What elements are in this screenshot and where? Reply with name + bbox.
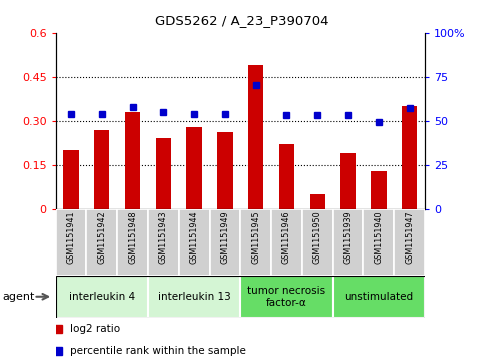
Bar: [156, 138, 171, 209]
Bar: [371, 171, 386, 209]
Bar: [394, 209, 425, 276]
Text: GSM1151939: GSM1151939: [343, 211, 353, 264]
Bar: [279, 144, 294, 209]
Bar: [240, 276, 333, 318]
Text: GSM1151940: GSM1151940: [374, 211, 384, 264]
Text: GSM1151941: GSM1151941: [67, 211, 75, 264]
Text: GSM1151950: GSM1151950: [313, 211, 322, 264]
Bar: [56, 276, 148, 318]
Bar: [56, 209, 86, 276]
Text: GSM1151943: GSM1151943: [159, 211, 168, 264]
Text: interleukin 4: interleukin 4: [69, 292, 135, 302]
Text: percentile rank within the sample: percentile rank within the sample: [70, 346, 246, 356]
Text: GSM1151944: GSM1151944: [190, 211, 199, 264]
Bar: [148, 209, 179, 276]
Bar: [271, 209, 302, 276]
Bar: [63, 150, 79, 209]
Bar: [210, 209, 240, 276]
Bar: [217, 132, 233, 209]
Text: GDS5262 / A_23_P390704: GDS5262 / A_23_P390704: [155, 15, 328, 28]
Bar: [333, 209, 364, 276]
Bar: [248, 65, 263, 209]
Bar: [125, 112, 140, 209]
Text: GSM1151942: GSM1151942: [97, 211, 106, 264]
Text: GSM1151948: GSM1151948: [128, 211, 137, 264]
Bar: [364, 209, 394, 276]
Bar: [310, 194, 325, 209]
Text: GSM1151946: GSM1151946: [282, 211, 291, 264]
Bar: [186, 127, 202, 209]
Bar: [94, 130, 110, 209]
Text: log2 ratio: log2 ratio: [70, 325, 120, 334]
Bar: [86, 209, 117, 276]
Text: agent: agent: [2, 292, 35, 302]
Text: GSM1151945: GSM1151945: [251, 211, 260, 264]
Bar: [402, 106, 417, 209]
Bar: [333, 276, 425, 318]
Text: GSM1151947: GSM1151947: [405, 211, 414, 264]
Text: tumor necrosis
factor-α: tumor necrosis factor-α: [247, 286, 326, 307]
Bar: [179, 209, 210, 276]
Text: unstimulated: unstimulated: [344, 292, 413, 302]
Bar: [148, 276, 241, 318]
Bar: [341, 153, 356, 209]
Bar: [117, 209, 148, 276]
Bar: [240, 209, 271, 276]
Bar: [302, 209, 333, 276]
Text: interleukin 13: interleukin 13: [158, 292, 230, 302]
Text: GSM1151949: GSM1151949: [220, 211, 229, 264]
